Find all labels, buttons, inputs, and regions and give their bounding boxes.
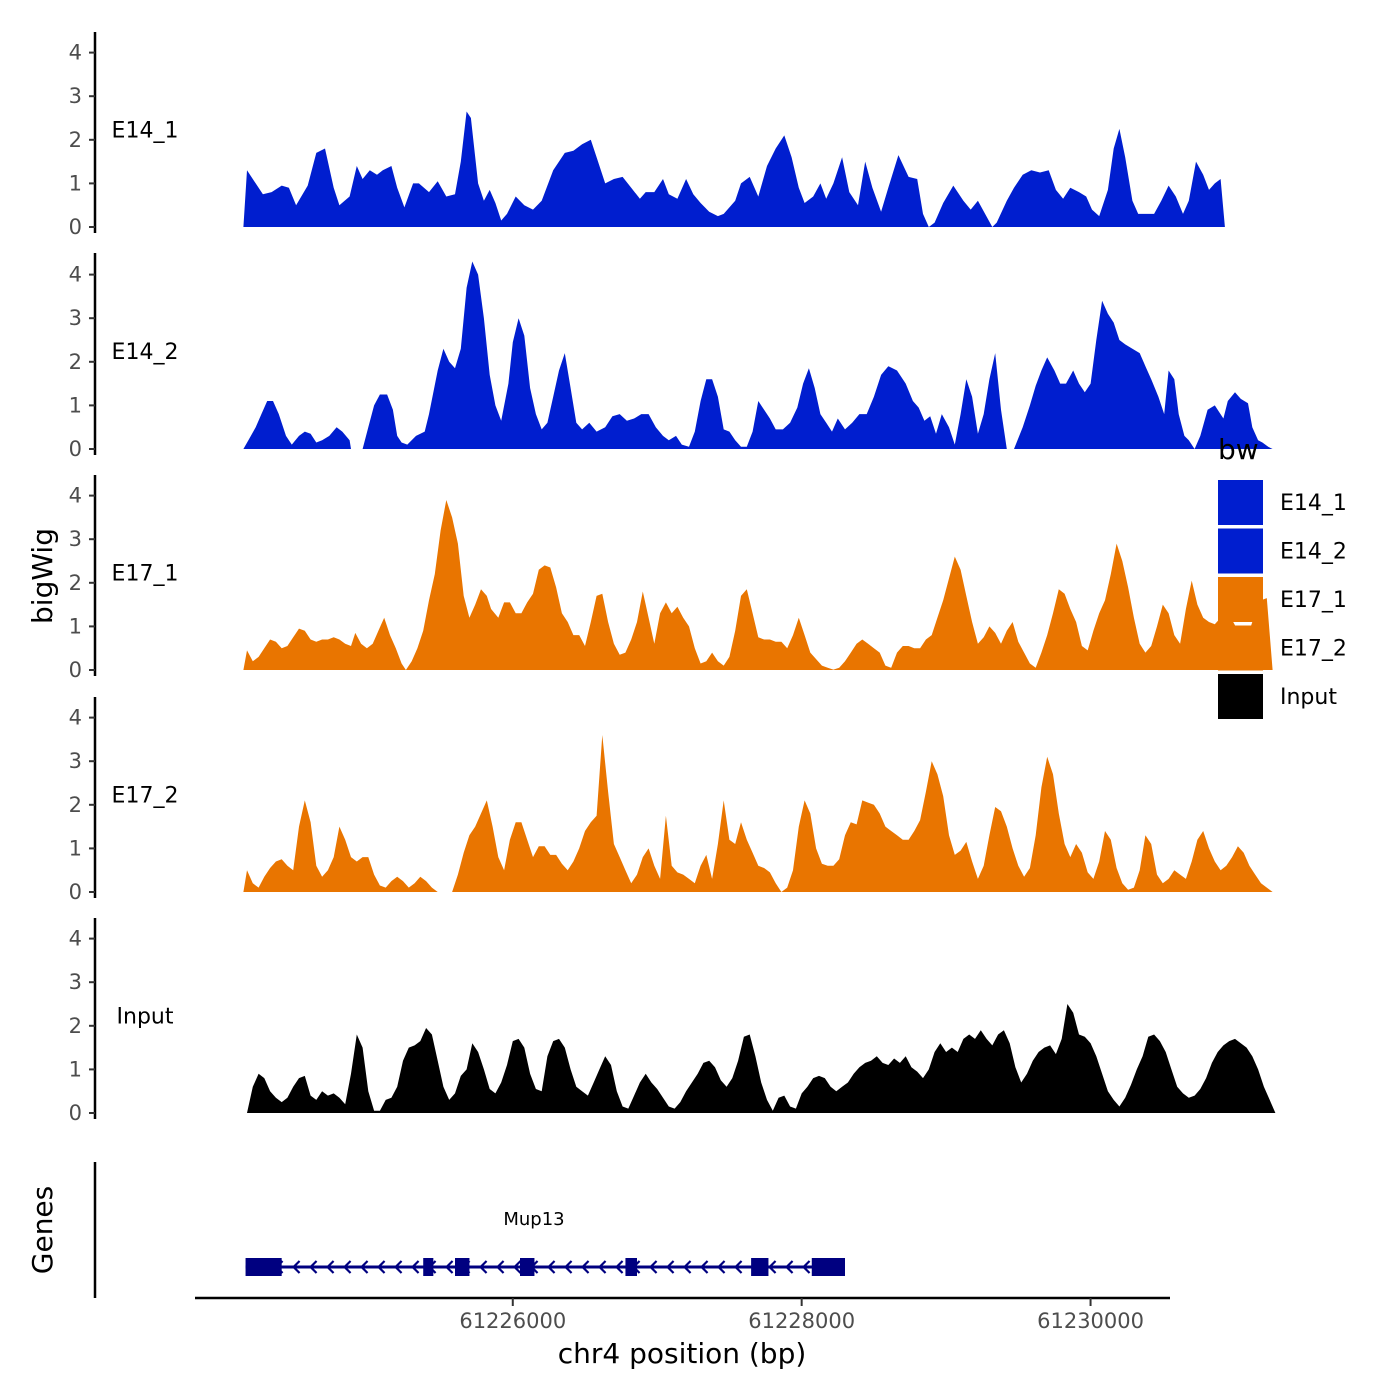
y-tick-label: 2 — [69, 571, 82, 595]
strand-arrow — [784, 1260, 794, 1274]
y-tick-label: 1 — [69, 614, 82, 638]
track-E14_2: 0 1 2 3 4 E14_2 — [69, 253, 1273, 461]
strand-arrow — [291, 1260, 301, 1274]
legend: bw E14_1 E14_2 E17_1 E17_2 Input — [1218, 433, 1347, 719]
y-tick-label: 2 — [69, 128, 82, 152]
gene-label: Mup13 — [503, 1209, 564, 1230]
legend-key-E17_2 — [1218, 625, 1263, 671]
x-tick-label: 61230000 — [1037, 1309, 1144, 1333]
coverage-area-E14_2 — [243, 261, 1273, 449]
y-tick-label: 3 — [69, 970, 82, 994]
coverage-area-E17_2 — [243, 735, 1273, 892]
y-tick-label: 4 — [69, 484, 82, 508]
y-axis-title: bigWig — [26, 528, 59, 624]
track-E14_1: 0 1 2 3 4 E14_1 — [69, 32, 1225, 239]
y-tick-label: 2 — [69, 1014, 82, 1038]
strand-arrow — [512, 1260, 522, 1274]
gene-exon — [811, 1258, 845, 1276]
coverage-area-Input — [247, 1004, 1276, 1113]
legend-label: E17_1 — [1280, 588, 1347, 613]
strand-arrow — [342, 1260, 352, 1274]
strand-arrow — [308, 1260, 318, 1274]
strand-arrow — [325, 1260, 335, 1274]
strand-arrow — [699, 1260, 709, 1274]
y-tick-label: 0 — [69, 658, 82, 682]
strand-arrow — [682, 1260, 692, 1274]
y-tick-label: 1 — [69, 393, 82, 417]
x-tick-label: 61226000 — [459, 1309, 566, 1333]
strand-arrow — [580, 1260, 590, 1274]
genes-axis-title: Genes — [26, 1186, 59, 1274]
gene-exon — [245, 1258, 282, 1276]
legend-key-E14_2 — [1218, 528, 1263, 574]
y-tick-label: 1 — [69, 171, 82, 195]
legend-label: Input — [1280, 685, 1337, 710]
y-tick-label: 4 — [69, 263, 82, 287]
track-label: E17_1 — [112, 562, 179, 587]
y-tick-label: 3 — [69, 306, 82, 330]
strand-arrow — [597, 1260, 607, 1274]
strand-arrow — [376, 1260, 386, 1274]
y-tick-label: 2 — [69, 793, 82, 817]
y-tick-label: 4 — [69, 706, 82, 730]
y-tick-label: 1 — [69, 1057, 82, 1081]
track-E17_2: 0 1 2 3 4 E17_2 — [69, 697, 1273, 904]
strand-arrow — [478, 1260, 488, 1274]
strand-arrow — [767, 1260, 777, 1274]
strand-arrow — [614, 1260, 624, 1274]
y-tick-label: 1 — [69, 836, 82, 860]
coverage-area-E14_1 — [243, 111, 1225, 227]
y-tick-label: 4 — [69, 927, 82, 951]
strand-arrow — [444, 1260, 454, 1274]
track-label: E14_2 — [112, 340, 179, 365]
strand-arrow — [563, 1260, 573, 1274]
strand-arrow — [410, 1260, 420, 1274]
legend-key-E17_1 — [1218, 577, 1263, 622]
gene-exon — [520, 1258, 535, 1276]
gene-track: Mup13 — [93, 1162, 845, 1298]
y-tick-label: 4 — [69, 41, 82, 65]
y-tick-label: 0 — [69, 1101, 82, 1125]
strand-arrow — [546, 1260, 556, 1274]
strand-arrow — [359, 1260, 369, 1274]
strand-arrow — [495, 1260, 505, 1274]
legend-key-E14_1 — [1218, 480, 1263, 525]
y-tick-label: 3 — [69, 749, 82, 773]
strand-arrow — [665, 1260, 675, 1274]
legend-key-Input — [1218, 674, 1263, 719]
track-E17_1: 0 1 2 3 4 E17_1 — [69, 475, 1273, 682]
legend-title: bw — [1218, 433, 1259, 466]
coverage-tracks: 0 1 2 3 4 E14_1 0 1 2 3 4 E14_2 0 1 2 3 4 E17_1 0 1 2 3 4 E17_2… — [69, 32, 1276, 1125]
y-tick-label: 0 — [69, 880, 82, 904]
y-tick-label: 0 — [69, 215, 82, 239]
track-label: Input — [117, 1005, 174, 1030]
track-Input: 0 1 2 3 4 Input — [69, 918, 1276, 1125]
coverage-area-E17_1 — [243, 500, 1273, 670]
gene-exon — [423, 1258, 434, 1276]
y-tick-label: 3 — [69, 527, 82, 551]
y-tick-label: 2 — [69, 350, 82, 374]
strand-arrow — [801, 1260, 811, 1274]
legend-label: E17_2 — [1280, 637, 1347, 662]
legend-label: E14_1 — [1280, 491, 1347, 516]
legend-label: E14_2 — [1280, 540, 1347, 565]
track-label: E17_2 — [112, 784, 179, 809]
strand-arrow — [716, 1260, 726, 1274]
strand-arrow — [648, 1260, 658, 1274]
y-tick-label: 0 — [69, 437, 82, 461]
gene-exon — [455, 1258, 470, 1276]
gene-exon — [625, 1258, 637, 1276]
x-axis-title: chr4 position (bp) — [558, 1337, 807, 1370]
x-tick-label: 61228000 — [748, 1309, 855, 1333]
y-tick-label: 3 — [69, 84, 82, 108]
strand-arrow — [733, 1260, 743, 1274]
strand-arrow — [393, 1260, 403, 1274]
x-axis: chr4 position (bp) 61226000 61228000 61230… — [195, 1296, 1170, 1370]
gene-exon — [751, 1258, 769, 1276]
track-label: E14_1 — [112, 119, 179, 144]
